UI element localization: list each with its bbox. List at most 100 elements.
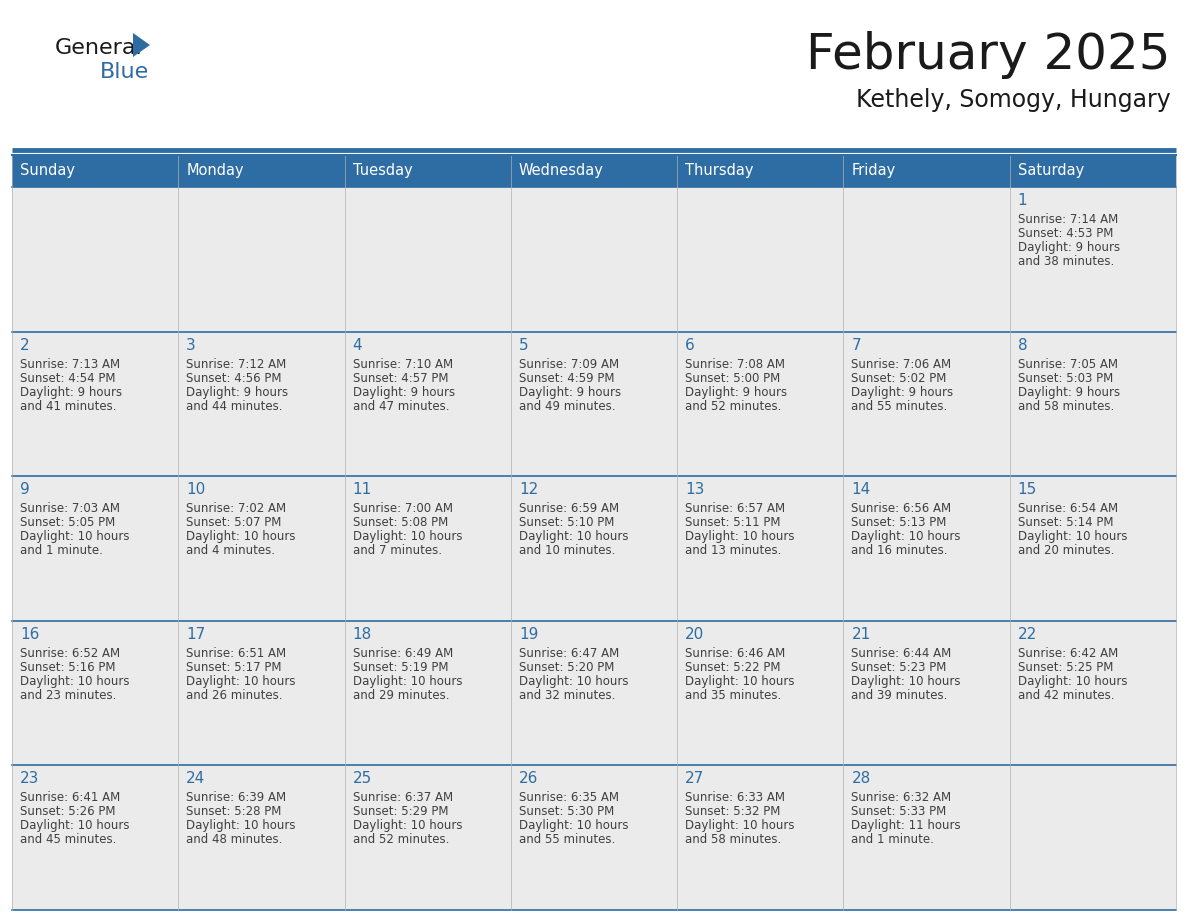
Polygon shape <box>133 33 150 57</box>
Text: and 13 minutes.: and 13 minutes. <box>685 544 782 557</box>
Text: 19: 19 <box>519 627 538 642</box>
Text: Sunrise: 7:13 AM: Sunrise: 7:13 AM <box>20 358 120 371</box>
Bar <box>677 331 843 476</box>
Text: Sunrise: 6:39 AM: Sunrise: 6:39 AM <box>187 791 286 804</box>
Bar <box>1010 766 1176 910</box>
Text: and 52 minutes.: and 52 minutes. <box>685 399 782 412</box>
Text: Sunrise: 7:03 AM: Sunrise: 7:03 AM <box>20 502 120 515</box>
Text: General: General <box>55 38 143 58</box>
Text: Sunrise: 6:51 AM: Sunrise: 6:51 AM <box>187 647 286 660</box>
Text: Daylight: 9 hours: Daylight: 9 hours <box>1018 386 1120 398</box>
Text: 5: 5 <box>519 338 529 353</box>
Text: Sunset: 5:33 PM: Sunset: 5:33 PM <box>852 805 947 819</box>
Text: Daylight: 10 hours: Daylight: 10 hours <box>187 531 296 543</box>
Text: Sunrise: 7:08 AM: Sunrise: 7:08 AM <box>685 358 785 371</box>
Text: Saturday: Saturday <box>1018 163 1083 178</box>
Text: and 7 minutes.: and 7 minutes. <box>353 544 442 557</box>
Text: Daylight: 10 hours: Daylight: 10 hours <box>519 820 628 833</box>
Text: Sunrise: 6:52 AM: Sunrise: 6:52 AM <box>20 647 120 660</box>
Text: and 55 minutes.: and 55 minutes. <box>519 834 615 846</box>
Text: and 55 minutes.: and 55 minutes. <box>852 399 948 412</box>
Text: Sunrise: 6:47 AM: Sunrise: 6:47 AM <box>519 647 619 660</box>
Text: Sunrise: 6:44 AM: Sunrise: 6:44 AM <box>852 647 952 660</box>
Bar <box>677 621 843 766</box>
Text: 14: 14 <box>852 482 871 498</box>
Text: Sunset: 5:32 PM: Sunset: 5:32 PM <box>685 805 781 819</box>
Text: Sunrise: 6:46 AM: Sunrise: 6:46 AM <box>685 647 785 660</box>
Text: and 49 minutes.: and 49 minutes. <box>519 399 615 412</box>
Text: Sunrise: 7:05 AM: Sunrise: 7:05 AM <box>1018 358 1118 371</box>
Text: Daylight: 9 hours: Daylight: 9 hours <box>187 386 289 398</box>
Text: Daylight: 10 hours: Daylight: 10 hours <box>852 675 961 688</box>
Text: Daylight: 10 hours: Daylight: 10 hours <box>685 820 795 833</box>
Text: 23: 23 <box>20 771 39 787</box>
Bar <box>843 331 1010 476</box>
Bar <box>511 187 677 331</box>
Bar <box>1010 476 1176 621</box>
Bar <box>12 476 178 621</box>
Text: Sunrise: 7:09 AM: Sunrise: 7:09 AM <box>519 358 619 371</box>
Text: and 52 minutes.: and 52 minutes. <box>353 834 449 846</box>
Text: and 58 minutes.: and 58 minutes. <box>685 834 782 846</box>
Bar <box>843 476 1010 621</box>
Text: Sunrise: 6:49 AM: Sunrise: 6:49 AM <box>353 647 453 660</box>
Text: Blue: Blue <box>100 62 150 82</box>
Text: 9: 9 <box>20 482 30 498</box>
Text: Sunset: 4:54 PM: Sunset: 4:54 PM <box>20 372 115 385</box>
Bar <box>677 476 843 621</box>
Text: 10: 10 <box>187 482 206 498</box>
Text: and 39 minutes.: and 39 minutes. <box>852 688 948 701</box>
Bar <box>511 766 677 910</box>
Text: Wednesday: Wednesday <box>519 163 604 178</box>
Bar <box>511 155 677 187</box>
Bar <box>12 187 178 331</box>
Text: Sunrise: 6:41 AM: Sunrise: 6:41 AM <box>20 791 120 804</box>
Bar <box>843 621 1010 766</box>
Text: and 1 minute.: and 1 minute. <box>852 834 934 846</box>
Bar <box>178 187 345 331</box>
Bar <box>178 155 345 187</box>
Text: Daylight: 11 hours: Daylight: 11 hours <box>852 820 961 833</box>
Text: and 47 minutes.: and 47 minutes. <box>353 399 449 412</box>
Text: and 26 minutes.: and 26 minutes. <box>187 688 283 701</box>
Bar <box>511 621 677 766</box>
Text: Daylight: 10 hours: Daylight: 10 hours <box>685 531 795 543</box>
Text: Sunset: 5:23 PM: Sunset: 5:23 PM <box>852 661 947 674</box>
Text: 11: 11 <box>353 482 372 498</box>
Text: Sunset: 5:14 PM: Sunset: 5:14 PM <box>1018 516 1113 529</box>
Bar <box>345 621 511 766</box>
Text: and 32 minutes.: and 32 minutes. <box>519 688 615 701</box>
Text: Sunrise: 7:12 AM: Sunrise: 7:12 AM <box>187 358 286 371</box>
Text: Sunday: Sunday <box>20 163 75 178</box>
Text: Daylight: 9 hours: Daylight: 9 hours <box>685 386 788 398</box>
Bar <box>12 155 178 187</box>
Text: Sunrise: 7:02 AM: Sunrise: 7:02 AM <box>187 502 286 515</box>
Bar <box>12 621 178 766</box>
Text: Sunrise: 6:57 AM: Sunrise: 6:57 AM <box>685 502 785 515</box>
Bar <box>178 621 345 766</box>
Text: 12: 12 <box>519 482 538 498</box>
Bar <box>677 155 843 187</box>
Text: Daylight: 10 hours: Daylight: 10 hours <box>1018 675 1127 688</box>
Text: and 20 minutes.: and 20 minutes. <box>1018 544 1114 557</box>
Text: Sunset: 5:11 PM: Sunset: 5:11 PM <box>685 516 781 529</box>
Text: Tuesday: Tuesday <box>353 163 412 178</box>
Bar <box>12 766 178 910</box>
Text: and 29 minutes.: and 29 minutes. <box>353 688 449 701</box>
Bar <box>178 766 345 910</box>
Text: Daylight: 10 hours: Daylight: 10 hours <box>20 675 129 688</box>
Text: Sunrise: 7:10 AM: Sunrise: 7:10 AM <box>353 358 453 371</box>
Text: Friday: Friday <box>852 163 896 178</box>
Text: Daylight: 10 hours: Daylight: 10 hours <box>1018 531 1127 543</box>
Bar <box>178 331 345 476</box>
Text: Daylight: 9 hours: Daylight: 9 hours <box>353 386 455 398</box>
Text: Daylight: 10 hours: Daylight: 10 hours <box>187 675 296 688</box>
Text: Sunset: 4:57 PM: Sunset: 4:57 PM <box>353 372 448 385</box>
Text: Sunset: 5:13 PM: Sunset: 5:13 PM <box>852 516 947 529</box>
Text: Sunset: 4:53 PM: Sunset: 4:53 PM <box>1018 227 1113 240</box>
Text: 18: 18 <box>353 627 372 642</box>
Text: 8: 8 <box>1018 338 1028 353</box>
Text: Daylight: 10 hours: Daylight: 10 hours <box>852 531 961 543</box>
Text: and 10 minutes.: and 10 minutes. <box>519 544 615 557</box>
Text: Daylight: 10 hours: Daylight: 10 hours <box>519 531 628 543</box>
